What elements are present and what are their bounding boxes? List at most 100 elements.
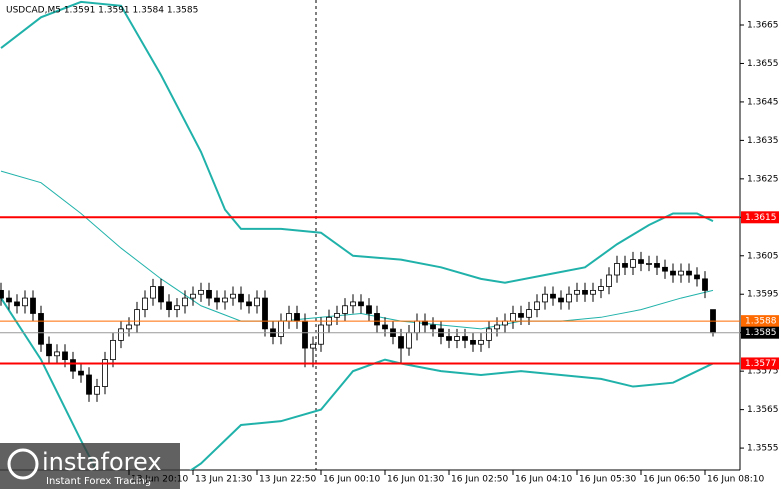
candle-body [22, 297, 28, 307]
candle-body [526, 309, 532, 318]
candle-body [502, 320, 508, 326]
candle-body [222, 297, 228, 303]
candle-body [54, 351, 60, 357]
candle-body [38, 313, 44, 345]
plot [0, 0, 716, 470]
candle-body [550, 293, 556, 299]
candle-body [182, 297, 188, 307]
x-tick-label: 16 Jun 08:10 [707, 475, 764, 485]
candle-body [342, 305, 348, 314]
candle-body [46, 343, 52, 357]
candle-body [238, 293, 244, 303]
logo [7, 448, 39, 480]
x-tick-label: 13 Jun 21:30 [195, 475, 252, 485]
candle-body [662, 266, 668, 272]
candle-body [414, 320, 420, 334]
bollinger-band [0, 0, 714, 284]
y-tick-label: 1.3625 [747, 174, 779, 184]
candle-body [686, 270, 692, 276]
candle-body [638, 259, 644, 264]
candle-body [158, 286, 164, 303]
candle-body [702, 278, 708, 291]
candle-body [574, 289, 580, 295]
x-tick-label: 16 Jun 05:30 [579, 475, 636, 485]
candle-body [150, 286, 156, 299]
candle-body [86, 374, 92, 395]
candle-body [582, 289, 588, 295]
chart-title: USDCAD,M5 1.3591 1.3591 1.3584 1.3585 [6, 6, 198, 16]
candle-body [262, 297, 268, 330]
candle-body [374, 313, 380, 326]
candle-body [430, 324, 436, 330]
candle-body [494, 324, 500, 330]
x-tick-label: 16 Jun 02:50 [451, 475, 508, 485]
candle-body [294, 313, 300, 322]
candle-body [446, 336, 452, 341]
candle-body [0, 289, 4, 299]
candle-body [286, 313, 292, 322]
y-tick-label: 1.3635 [747, 136, 779, 146]
candle-body [614, 263, 620, 276]
candle-body [206, 289, 212, 299]
y-tick-label: 1.3605 [747, 251, 779, 261]
candle-body [694, 274, 700, 280]
price-tag [741, 326, 779, 339]
watermark: instaforex Instant Forex Trading [0, 443, 180, 489]
watermark-tagline: Instant Forex Trading [46, 476, 151, 487]
price-tag-label: 1.3585 [745, 328, 777, 338]
x-tick-label: 16 Jun 06:50 [643, 475, 700, 485]
x-tick-label: 16 Jun 00:10 [323, 475, 380, 485]
candle-body [230, 293, 236, 299]
candle-body [590, 289, 596, 295]
candle-body [94, 386, 100, 395]
candle-body [470, 339, 476, 345]
x-tick-label: 13 Jun 22:50 [259, 475, 316, 485]
candle-body [6, 297, 12, 303]
candle-body [134, 309, 140, 326]
candle-body [166, 301, 172, 311]
y-tick-label: 1.3555 [747, 444, 779, 454]
x-tick-label: 16 Jun 01:30 [387, 475, 444, 485]
candle-body [318, 324, 324, 345]
candle-body [310, 343, 316, 349]
candle-body [278, 320, 284, 337]
candle-body [254, 297, 260, 307]
y-tick-label: 1.3655 [747, 59, 779, 69]
candle-body [126, 324, 132, 330]
candle-body [30, 297, 36, 314]
candle-body [246, 301, 252, 307]
candle-body [78, 370, 84, 376]
candle-body [118, 328, 124, 341]
candle-body [462, 336, 468, 341]
candle-body [102, 359, 108, 387]
candle-body [478, 339, 484, 345]
candle-body [190, 293, 196, 299]
candle-body [566, 293, 572, 303]
y-tick-label: 1.3645 [747, 97, 779, 107]
candle-body [622, 263, 628, 268]
price-tag-label: 1.3615 [745, 213, 777, 223]
candle-body [302, 320, 308, 349]
candle-body [534, 301, 540, 311]
candle-body [382, 324, 388, 330]
candle-body [62, 351, 68, 361]
y-tick-label: 1.3665 [747, 21, 779, 31]
candle-body [142, 297, 148, 311]
bollinger-band [0, 297, 714, 470]
candle-body [398, 336, 404, 349]
candle-body [646, 263, 652, 265]
candle-body [174, 305, 180, 311]
price-tag [741, 211, 779, 224]
candle-body [366, 305, 372, 314]
candle-body [606, 274, 612, 287]
y-tick-label: 1.3575 [747, 367, 779, 377]
candle-body [422, 320, 428, 326]
candle-body [542, 293, 548, 303]
price-tag [741, 315, 779, 328]
candle-body [518, 313, 524, 318]
watermark-brand: instaforex [42, 448, 162, 476]
candle-body [630, 259, 636, 268]
candle-body [14, 301, 20, 307]
